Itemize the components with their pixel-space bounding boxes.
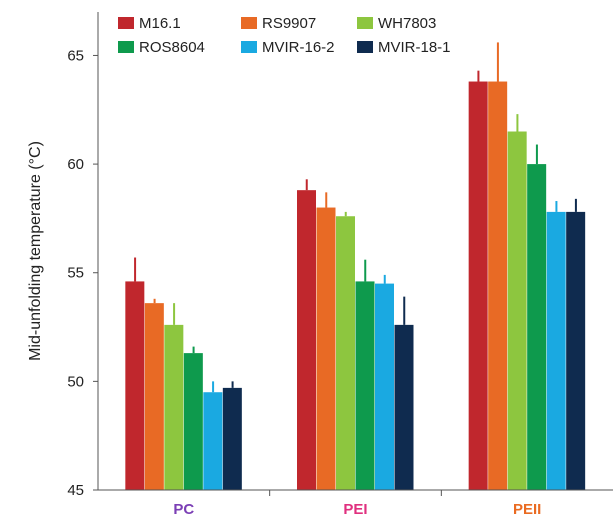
legend-label: ROS8604 bbox=[139, 39, 205, 56]
y-tick-label: 65 bbox=[67, 47, 84, 64]
legend-swatch bbox=[241, 17, 257, 29]
bar bbox=[316, 207, 336, 490]
y-axis-title: Mid-unfolding temperature (°C) bbox=[27, 141, 44, 361]
bar bbox=[468, 81, 488, 490]
bar bbox=[125, 281, 145, 490]
bar bbox=[203, 392, 223, 490]
bar bbox=[546, 211, 566, 490]
legend-swatch bbox=[357, 41, 373, 53]
legend-label: MVIR-18-1 bbox=[378, 39, 451, 56]
legend-swatch bbox=[118, 17, 134, 29]
bar bbox=[488, 81, 508, 490]
bar bbox=[222, 387, 242, 490]
bar bbox=[164, 324, 184, 490]
bar bbox=[297, 190, 316, 490]
bar bbox=[527, 164, 547, 490]
legend-label: MVIR-16-2 bbox=[262, 39, 335, 56]
bar bbox=[375, 283, 394, 490]
bar bbox=[566, 211, 586, 490]
legend-label: M16.1 bbox=[139, 15, 181, 32]
bar bbox=[507, 131, 527, 490]
bar bbox=[144, 303, 164, 490]
x-tick-label: PEII bbox=[513, 501, 541, 518]
legend-label: WH7803 bbox=[378, 15, 436, 32]
bar bbox=[336, 216, 355, 490]
bar bbox=[183, 353, 203, 490]
legend-label: RS9907 bbox=[262, 15, 316, 32]
x-tick-label: PC bbox=[173, 501, 194, 518]
bar bbox=[355, 281, 375, 490]
legend: M16.1 RS9907 WH7803 ROS8604 MVIR-16-2 MVIR-18… bbox=[118, 15, 451, 56]
y-tick-label: 50 bbox=[67, 373, 84, 390]
legend-swatch bbox=[118, 41, 134, 53]
y-tick-label: 60 bbox=[67, 156, 84, 173]
legend-swatch bbox=[241, 41, 257, 53]
legend-swatch bbox=[357, 17, 373, 29]
y-tick-label: 55 bbox=[67, 265, 84, 282]
bar bbox=[394, 324, 414, 490]
axes: 45 50 55 60 65 PC PEI PEII bbox=[67, 12, 613, 518]
bars bbox=[125, 42, 586, 490]
x-tick-label: PEI bbox=[343, 501, 367, 518]
y-tick-label: 45 bbox=[67, 482, 84, 499]
